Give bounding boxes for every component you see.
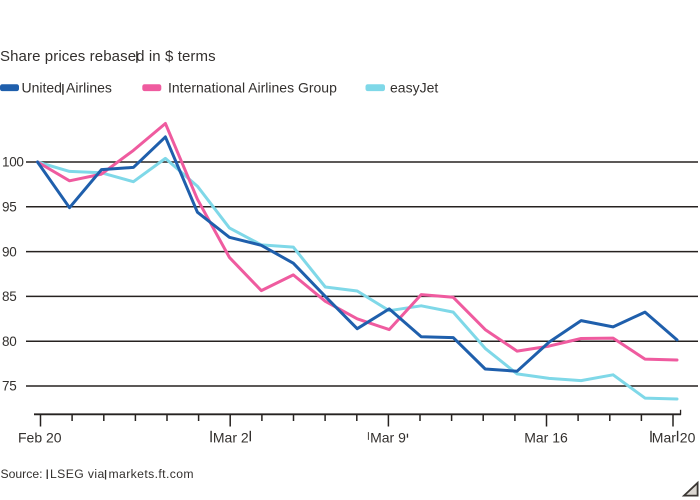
svg-text:80: 80 (2, 334, 16, 349)
svg-text:90: 90 (2, 244, 16, 259)
svg-text:Feb 20: Feb 20 (18, 429, 62, 445)
svg-text:Share prices rebased in $ term: Share prices rebased in $ terms (0, 48, 216, 65)
svg-text:75: 75 (2, 379, 16, 394)
svg-text:International Airlines Group: International Airlines Group (168, 80, 337, 96)
svg-text:100: 100 (2, 155, 24, 170)
svg-text:Mar 9: Mar 9 (370, 429, 406, 445)
svg-text:easyJet: easyJet (390, 80, 438, 96)
svg-text:Mar 2: Mar 2 (213, 429, 249, 445)
svg-text:United: United (22, 80, 62, 96)
svg-text:Source:: Source: (1, 467, 43, 481)
svg-text:LSEG via markets.ft.com: LSEG via markets.ft.com (50, 467, 194, 481)
svg-text:Mar 20: Mar 20 (652, 429, 696, 445)
svg-text:85: 85 (2, 289, 16, 304)
svg-text:Mar 16: Mar 16 (524, 429, 568, 445)
svg-text:Airlines: Airlines (66, 80, 112, 96)
svg-text:95: 95 (2, 200, 16, 215)
